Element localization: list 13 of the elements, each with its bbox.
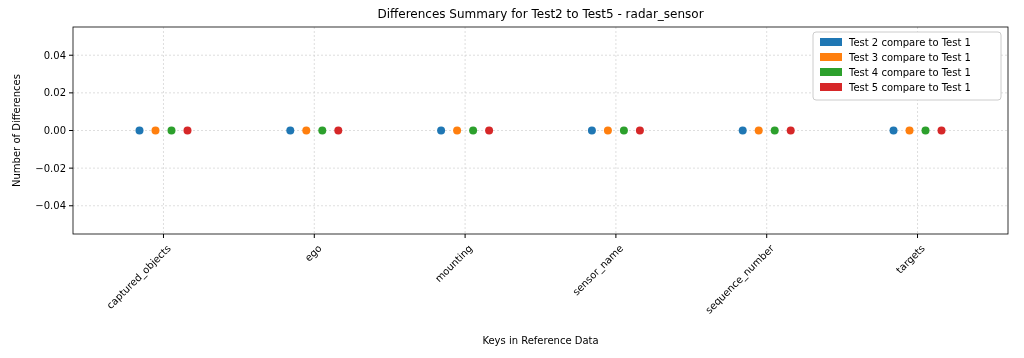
y-tick-label: 0.00: [43, 125, 66, 136]
y-tick-label: −0.04: [35, 200, 66, 212]
legend-label: Test 3 compare to Test 1: [848, 51, 971, 63]
y-tick-label: −0.02: [35, 162, 66, 174]
legend-label: Test 4 compare to Test 1: [848, 66, 971, 78]
y-tick-label: 0.04: [43, 49, 66, 61]
chart-title: Differences Summary for Test2 to Test5 - radar_sensor: [377, 7, 704, 21]
y-axis-title: Number of Differences: [11, 74, 22, 187]
x-tick-label: ego: [302, 242, 324, 264]
legend-label: Test 2 compare to Test 1: [848, 36, 971, 48]
y-tick-label: 0.02: [43, 87, 66, 99]
x-axis-title: Keys in Reference Data: [482, 335, 599, 346]
legend-label: Test 5 compare to Test 1: [848, 81, 971, 93]
